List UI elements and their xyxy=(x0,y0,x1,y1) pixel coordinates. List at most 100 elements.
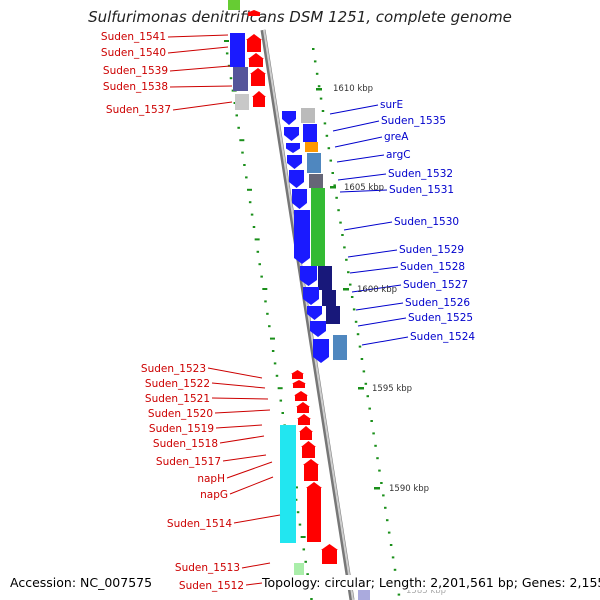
tick-mark xyxy=(331,172,334,174)
gene-label[interactable]: Suden_1520 xyxy=(148,408,213,420)
gene-label[interactable]: Suden_1526 xyxy=(405,297,470,309)
gene-label[interactable]: napG xyxy=(200,489,228,501)
leader-line xyxy=(172,101,233,111)
leader-line xyxy=(211,397,269,400)
feature-box xyxy=(294,563,304,575)
kbp-label: 1605 kbp xyxy=(344,183,384,193)
tick-mark xyxy=(343,246,346,249)
leader-line xyxy=(355,302,404,311)
gene-label[interactable]: surE xyxy=(380,99,403,111)
feature-box xyxy=(333,335,347,360)
reverse-gene-arrow xyxy=(303,459,319,481)
gene-label[interactable]: Suden_1519 xyxy=(149,423,214,435)
leader-line xyxy=(215,424,263,429)
gene-label[interactable]: napH xyxy=(197,473,225,485)
gene-label[interactable]: Suden_1535 xyxy=(381,115,446,127)
tick-mark xyxy=(245,176,248,179)
tick-mark xyxy=(391,556,395,559)
topology-text: Topology: circular; Length: 2,201,561 bp… xyxy=(262,575,600,590)
tick-mark xyxy=(296,511,300,514)
gene-label[interactable]: Suden_1539 xyxy=(103,65,168,77)
kbp-tick xyxy=(343,288,349,291)
forward-gene-arrow xyxy=(303,287,319,305)
reverse-gene-arrow xyxy=(291,370,304,379)
gene-label[interactable]: Suden_1537 xyxy=(106,104,171,116)
leader-line xyxy=(361,336,409,346)
tick-mark xyxy=(271,350,275,352)
gene-label[interactable]: Suden_1540 xyxy=(101,47,166,59)
reverse-gene-arrows xyxy=(246,10,338,564)
gene-label[interactable]: Suden_1530 xyxy=(394,216,459,228)
tick-mark xyxy=(354,320,358,323)
leader-line xyxy=(336,154,385,163)
leader-line xyxy=(347,249,398,258)
leader-line xyxy=(349,266,399,274)
forward-gene-arrow xyxy=(307,306,322,320)
gene-label[interactable]: Suden_1522 xyxy=(145,378,210,390)
reverse-gene-arrow xyxy=(306,482,322,542)
tick-mark xyxy=(306,573,309,576)
gene-label[interactable]: Suden_1517 xyxy=(156,456,221,468)
gene-label[interactable]: Suden_1523 xyxy=(141,363,206,375)
feature-box xyxy=(235,94,249,110)
gene-label[interactable]: Suden_1521 xyxy=(145,393,210,405)
reverse-gene-arrow xyxy=(294,391,308,401)
reverse-gene-arrow xyxy=(292,380,306,388)
forward-gene-arrow xyxy=(292,189,307,209)
feature-box xyxy=(307,153,321,173)
reverse-gene-labels: Suden_1541 Suden_1540 Suden_1539 Suden_1… xyxy=(101,31,244,592)
gene-label[interactable]: Suden_1518 xyxy=(153,438,218,450)
gene-label[interactable]: Suden_1514 xyxy=(167,518,232,530)
tick-mark xyxy=(262,288,268,290)
tick-mark xyxy=(248,201,252,204)
tick-mark xyxy=(298,523,302,526)
tick-mark xyxy=(246,188,252,191)
leader-line xyxy=(169,85,233,88)
reverse-gene-arrow xyxy=(252,91,266,107)
feature-box-napG xyxy=(280,425,296,543)
forward-gene-arrow xyxy=(300,266,317,286)
kbp-tick xyxy=(358,387,364,390)
gene-label[interactable]: Suden_1528 xyxy=(400,261,465,273)
tick-mark xyxy=(368,407,371,410)
leader-line xyxy=(351,284,402,293)
tick-mark xyxy=(335,196,338,199)
gene-label[interactable]: Suden_1527 xyxy=(403,279,468,291)
tick-mark xyxy=(360,358,364,360)
tick-mark xyxy=(364,382,368,385)
gene-label[interactable]: Suden_1538 xyxy=(103,81,168,93)
feature-box xyxy=(305,142,318,152)
gene-label[interactable]: Suden_1525 xyxy=(408,312,473,324)
tick-mark xyxy=(378,469,381,472)
gene-label[interactable]: Suden_1513 xyxy=(175,562,240,574)
leader-line xyxy=(207,367,263,379)
gene-label[interactable]: Suden_1529 xyxy=(399,244,464,256)
tick-mark xyxy=(374,444,377,447)
tick-mark xyxy=(325,134,329,137)
tick-mark xyxy=(224,40,229,42)
tick-mark xyxy=(382,494,385,497)
leader-line xyxy=(329,104,379,115)
gene-label[interactable]: Suden_1531 xyxy=(389,184,454,196)
tick-mark xyxy=(333,184,336,187)
forward-gene-arrow xyxy=(313,339,329,363)
tick-mark xyxy=(356,333,360,336)
gene-label[interactable]: Suden_1524 xyxy=(410,331,475,343)
forward-gene-arrow xyxy=(294,210,310,264)
tick-mark xyxy=(393,568,397,571)
gene-label[interactable]: greA xyxy=(384,131,409,143)
kbp-label: 1585 kbp xyxy=(406,586,446,596)
label-leader-lines xyxy=(167,34,409,586)
gene-label[interactable]: Suden_1532 xyxy=(388,168,453,180)
gene-label[interactable]: Suden_1541 xyxy=(101,31,166,43)
tick-mark xyxy=(277,387,283,390)
tick-mark xyxy=(323,122,327,125)
gene-label[interactable]: argC xyxy=(386,149,411,161)
kbp-label: 1595 kbp xyxy=(372,384,412,394)
kbp-label: 1610 kbp xyxy=(333,84,373,94)
tick-mark xyxy=(376,457,379,460)
tick-mark xyxy=(256,250,260,253)
gene-label[interactable]: Suden_1512 xyxy=(179,580,244,592)
forward-gene-arrows xyxy=(282,111,329,363)
tick-mark xyxy=(341,234,344,236)
